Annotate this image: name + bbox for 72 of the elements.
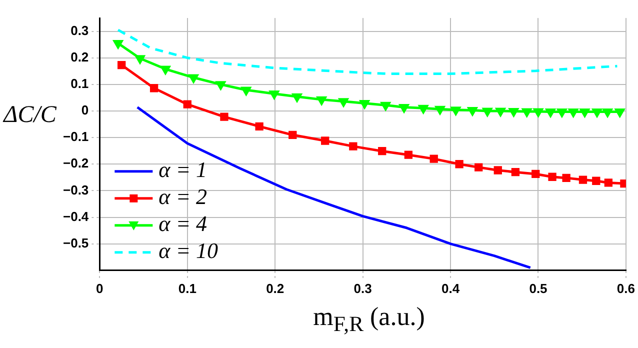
- point: [113, 40, 123, 48]
- x-tick-label: 0.4: [441, 280, 460, 296]
- point: [474, 163, 483, 172]
- point: [602, 108, 612, 118]
- point: [404, 150, 413, 159]
- x-tick-label: 0.3: [354, 280, 372, 296]
- point: [494, 166, 502, 174]
- point: [451, 106, 461, 116]
- point: [592, 108, 602, 118]
- point: [380, 102, 390, 110]
- point: [568, 108, 578, 118]
- point: [604, 178, 612, 187]
- point: [546, 108, 556, 118]
- point: [188, 74, 198, 83]
- x-tick-label: 0: [96, 280, 104, 296]
- point: [118, 60, 126, 70]
- point: [183, 100, 192, 108]
- point: [316, 96, 326, 105]
- point: [615, 108, 625, 118]
- point: [241, 86, 251, 96]
- x-axis-title: m$_{F,R}$ (a.u.): [312, 302, 426, 338]
- x-tick-label: 0.5: [529, 280, 548, 296]
- point: [557, 108, 567, 118]
- point: [430, 154, 438, 163]
- legend-label: α = 10: [158, 238, 218, 264]
- x-tick-label: 0.2: [266, 280, 284, 296]
- legend-label: α = 1: [158, 157, 208, 182]
- y-tick-label: −0.1: [62, 129, 89, 144]
- point: [292, 93, 302, 102]
- point: [496, 108, 506, 116]
- point: [338, 98, 348, 107]
- y-axis-title: ΔC/C: [2, 102, 58, 129]
- point: [534, 108, 543, 117]
- point: [580, 108, 590, 118]
- legend-label: α = 2: [158, 184, 208, 210]
- line-series: [116, 28, 618, 76]
- point: [562, 174, 570, 182]
- point: [532, 170, 540, 178]
- y-tick-label: −0.4: [62, 208, 90, 224]
- y-tick-label: 0.3: [70, 22, 89, 38]
- x-tick-label: 0.6: [616, 280, 636, 296]
- y-tick-label: 0: [81, 102, 89, 118]
- point: [455, 160, 464, 168]
- point: [592, 176, 600, 185]
- point: [548, 172, 556, 181]
- point: [135, 55, 145, 64]
- point: [578, 176, 588, 184]
- point: [418, 104, 428, 114]
- point: [435, 106, 445, 114]
- y-tick-label: −0.3: [62, 182, 89, 198]
- point: [321, 136, 330, 145]
- point: [468, 106, 478, 116]
- point: [508, 108, 518, 117]
- x-tick-label: 0.1: [178, 280, 196, 296]
- y-tick-label: 0.2: [70, 49, 89, 64]
- point: [399, 104, 409, 113]
- point: [160, 66, 170, 74]
- point: [349, 142, 358, 150]
- y-tick-label: −0.2: [62, 156, 89, 171]
- point: [482, 108, 492, 116]
- legend-label: α = 4: [158, 211, 208, 236]
- point: [511, 168, 520, 176]
- point: [288, 130, 297, 139]
- point: [216, 81, 226, 90]
- y-tick-label: 0.1: [70, 76, 89, 91]
- y-tick-label: −0.5: [62, 235, 89, 250]
- point: [522, 108, 532, 117]
- point: [360, 100, 370, 109]
- point: [378, 147, 386, 156]
- point: [255, 122, 264, 130]
- point: [220, 112, 228, 121]
- point: [150, 84, 158, 92]
